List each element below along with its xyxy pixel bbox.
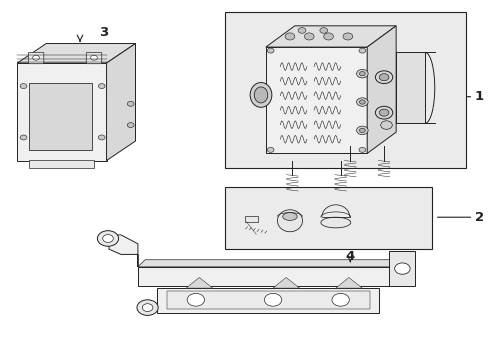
Polygon shape: [265, 26, 395, 47]
Polygon shape: [29, 82, 92, 150]
Circle shape: [358, 147, 365, 152]
Text: 4: 4: [345, 250, 354, 263]
Circle shape: [356, 98, 367, 106]
Circle shape: [356, 69, 367, 78]
Circle shape: [127, 101, 134, 106]
Polygon shape: [157, 288, 379, 313]
Circle shape: [375, 106, 392, 119]
Circle shape: [331, 293, 348, 306]
Circle shape: [102, 235, 113, 242]
Circle shape: [90, 55, 97, 60]
Polygon shape: [166, 291, 369, 309]
Circle shape: [323, 33, 333, 40]
Circle shape: [187, 293, 204, 306]
FancyBboxPatch shape: [224, 12, 465, 168]
Circle shape: [394, 263, 409, 274]
Circle shape: [97, 231, 119, 246]
Text: 1: 1: [474, 90, 483, 103]
Circle shape: [267, 48, 273, 53]
Circle shape: [267, 147, 273, 152]
Circle shape: [379, 74, 388, 81]
Circle shape: [358, 48, 365, 53]
Circle shape: [264, 293, 281, 306]
Circle shape: [127, 123, 134, 127]
Polygon shape: [272, 278, 299, 288]
FancyBboxPatch shape: [28, 53, 44, 64]
Circle shape: [359, 100, 365, 104]
Circle shape: [98, 135, 105, 140]
Circle shape: [298, 28, 305, 33]
Ellipse shape: [250, 82, 271, 107]
Ellipse shape: [320, 217, 350, 228]
Circle shape: [304, 33, 313, 40]
Circle shape: [380, 121, 391, 129]
Polygon shape: [17, 63, 106, 161]
Circle shape: [379, 109, 388, 116]
Polygon shape: [138, 267, 407, 286]
Circle shape: [356, 126, 367, 135]
Circle shape: [20, 135, 27, 140]
Circle shape: [319, 28, 327, 33]
Polygon shape: [186, 278, 212, 288]
Ellipse shape: [254, 87, 267, 103]
Ellipse shape: [277, 210, 302, 232]
Polygon shape: [106, 44, 135, 161]
Polygon shape: [138, 260, 415, 267]
Circle shape: [285, 33, 294, 40]
Text: 2: 2: [474, 211, 483, 224]
Circle shape: [375, 71, 392, 84]
Polygon shape: [109, 235, 138, 267]
Polygon shape: [366, 26, 395, 153]
Polygon shape: [265, 47, 366, 153]
Circle shape: [20, 84, 27, 89]
FancyBboxPatch shape: [244, 216, 257, 222]
Circle shape: [142, 304, 153, 311]
FancyBboxPatch shape: [86, 53, 102, 64]
Circle shape: [343, 33, 352, 40]
Polygon shape: [335, 278, 362, 288]
FancyBboxPatch shape: [224, 187, 431, 249]
Polygon shape: [388, 251, 415, 286]
FancyBboxPatch shape: [29, 160, 94, 168]
Ellipse shape: [282, 213, 297, 220]
Polygon shape: [17, 44, 135, 63]
Circle shape: [33, 55, 40, 60]
Circle shape: [137, 300, 158, 315]
Circle shape: [359, 72, 365, 76]
Circle shape: [359, 128, 365, 132]
Circle shape: [98, 84, 105, 89]
Text: 3: 3: [99, 26, 108, 39]
Polygon shape: [395, 53, 424, 123]
